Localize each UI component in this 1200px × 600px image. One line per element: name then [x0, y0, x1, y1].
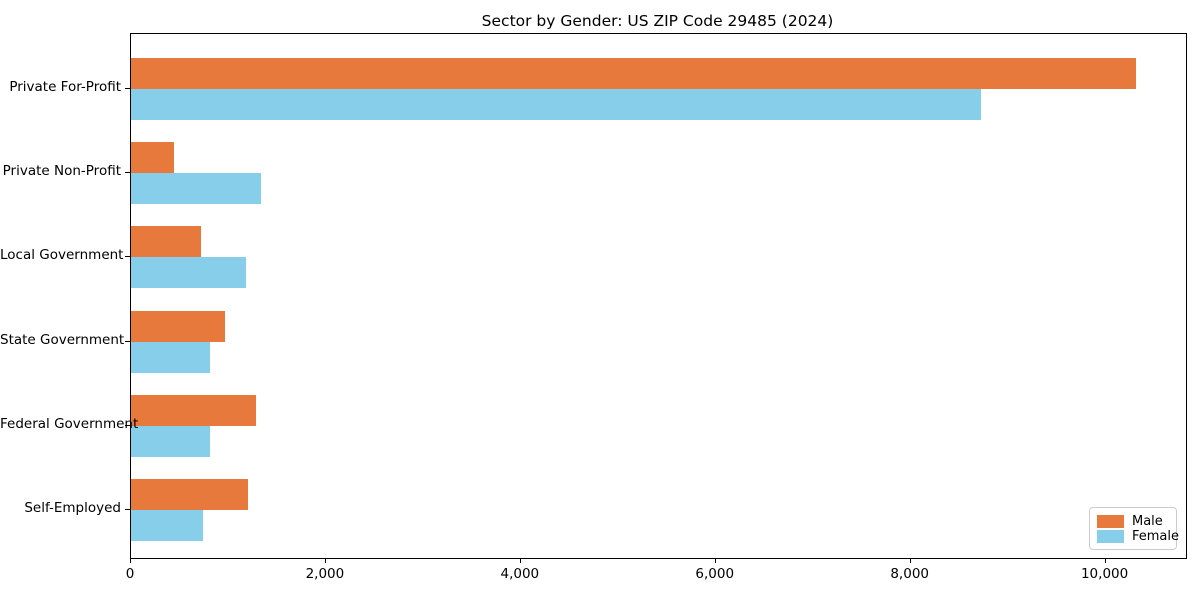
bar-male: [131, 226, 202, 258]
y-axis-category-label: State Government: [0, 331, 125, 348]
x-axis-tick-label: 6,000: [695, 566, 735, 582]
x-axis-tick-label: 8,000: [890, 566, 929, 582]
legend-swatch-female: [1097, 530, 1124, 543]
x-tick-mark: [714, 558, 716, 563]
y-tick-mark: [125, 172, 130, 174]
bar-female: [131, 510, 204, 541]
bar-female: [131, 173, 261, 205]
chart-title: Sector by Gender: US ZIP Code 29485 (202…: [481, 12, 834, 30]
y-axis-category-label: Local Government: [0, 247, 124, 264]
bar-male: [131, 58, 1136, 89]
y-tick-mark: [125, 424, 130, 426]
y-tick-mark: [125, 256, 130, 258]
legend-label: Female: [1132, 529, 1180, 544]
y-tick-mark: [125, 340, 130, 342]
y-tick-mark: [125, 88, 130, 89]
x-axis-tick-label: 0: [125, 566, 135, 582]
x-axis-tick-label: 4,000: [500, 566, 540, 582]
legend-entry: Female: [1097, 529, 1179, 544]
bar-male: [131, 310, 225, 342]
legend-entry: Male: [1097, 514, 1169, 529]
y-axis-category-label: Private Non-Profit: [2, 163, 121, 180]
y-tick-mark: [125, 509, 130, 510]
x-tick-mark: [324, 558, 326, 563]
bar-female: [131, 341, 210, 373]
legend-swatch-male: [1097, 515, 1124, 528]
y-axis-category-label: Private For-Profit: [9, 79, 121, 95]
bar-female: [131, 89, 981, 120]
x-tick-mark: [909, 558, 911, 563]
x-axis-tick-label: 10,000: [1080, 566, 1129, 582]
x-tick-mark: [519, 558, 521, 563]
y-axis-category-label: Self-Employed: [24, 500, 121, 516]
plot-area: [130, 33, 1187, 559]
x-axis-tick-label: 2,000: [305, 566, 345, 582]
x-tick-mark: [1104, 558, 1106, 563]
bar-male: [131, 394, 256, 426]
bar-female: [131, 257, 246, 289]
legend: Male Female: [1089, 507, 1179, 550]
bar-male: [131, 142, 174, 174]
y-axis-category-label: Federal Government: [0, 415, 139, 432]
bar-male: [131, 479, 248, 510]
legend-label: Male: [1132, 514, 1163, 529]
x-tick-mark: [130, 558, 131, 563]
bar-female: [131, 425, 210, 457]
